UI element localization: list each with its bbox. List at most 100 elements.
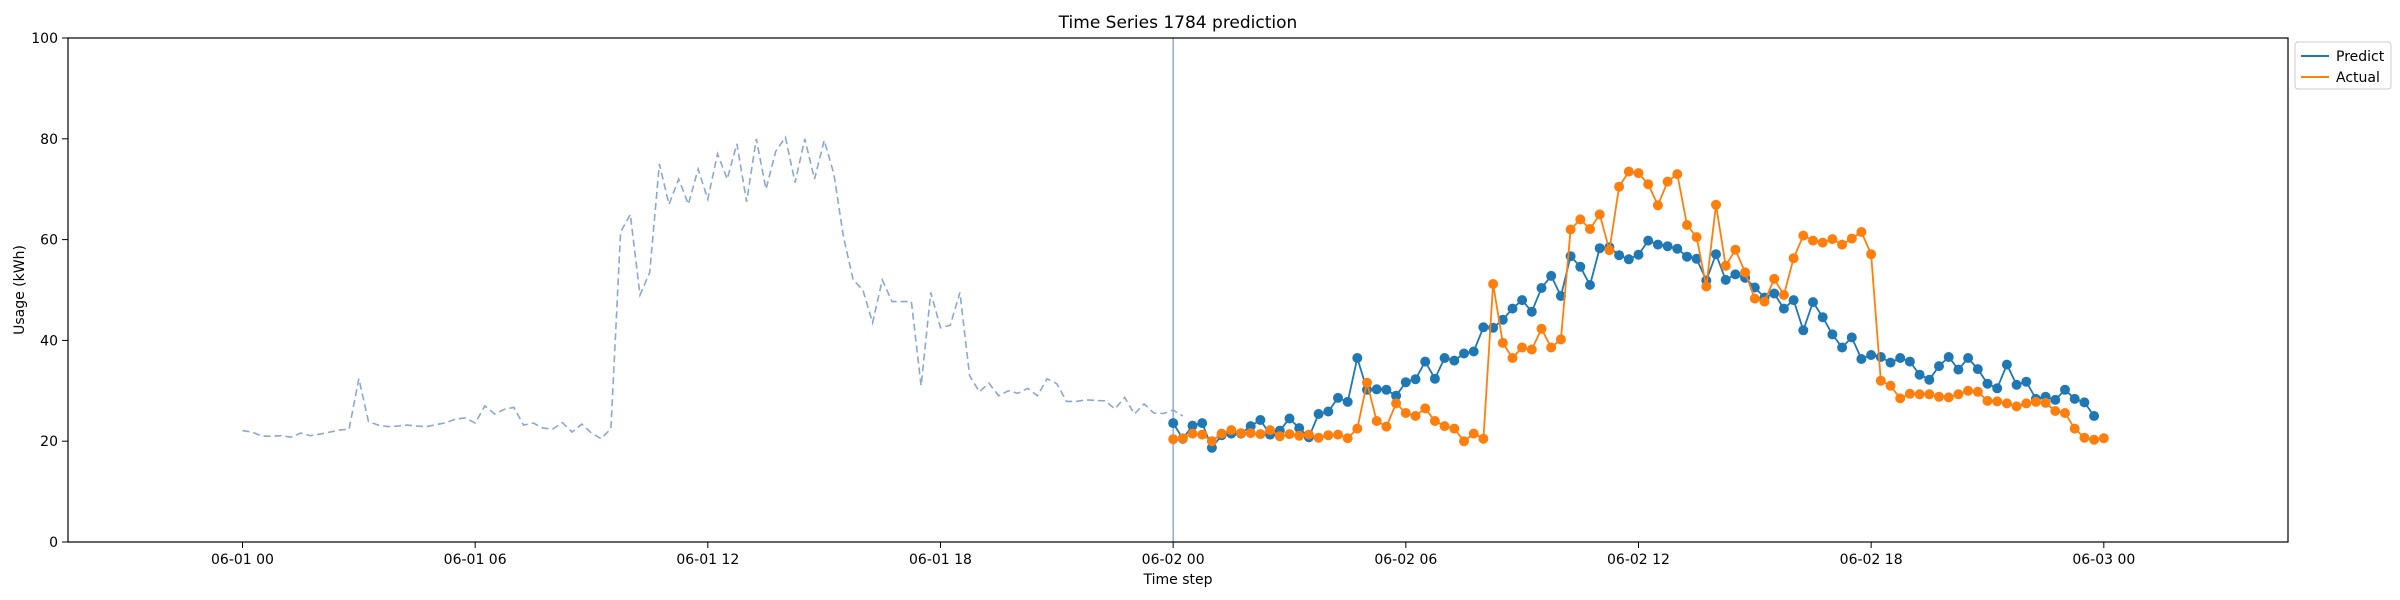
- y-axis-label: Usage (kWh): [12, 245, 28, 335]
- point-actual-1: [1177, 433, 1188, 444]
- point-actual-52: [1672, 169, 1683, 180]
- point-predict-95: [2089, 411, 2100, 421]
- point-actual-91: [2050, 406, 2061, 416]
- y-tick-label-5: 100: [31, 31, 58, 47]
- point-actual-54: [1691, 232, 1702, 243]
- point-actual-75: [1895, 393, 1906, 404]
- point-actual-29: [1449, 423, 1460, 434]
- point-actual-32: [1478, 433, 1489, 444]
- x-tick-label-5: 06-02 06: [1374, 552, 1437, 568]
- point-actual-60: [1749, 293, 1760, 304]
- point-actual-43: [1585, 224, 1595, 234]
- point-predict-25: [1410, 374, 1421, 385]
- point-actual-19: [1352, 423, 1363, 434]
- point-actual-37: [1526, 344, 1537, 355]
- point-actual-4: [1206, 436, 1217, 447]
- series-line-history: [242, 135, 1184, 440]
- point-actual-33: [1488, 279, 1499, 289]
- point-predict-80: [1943, 352, 1954, 362]
- point-predict-42: [1575, 261, 1586, 272]
- point-actual-11: [1274, 431, 1285, 442]
- point-actual-65: [1798, 230, 1809, 241]
- point-actual-21: [1371, 416, 1382, 426]
- point-predict-51: [1662, 241, 1673, 252]
- point-predict-65: [1798, 325, 1809, 336]
- point-predict-73: [1875, 352, 1886, 362]
- point-actual-53: [1682, 220, 1692, 230]
- x-tick-label-6: 06-02 12: [1607, 552, 1670, 568]
- point-predict-84: [1982, 378, 1993, 389]
- point-actual-57: [1720, 260, 1731, 271]
- point-predict-30: [1459, 348, 1469, 359]
- point-predict-21: [1371, 384, 1382, 395]
- point-predict-16: [1323, 406, 1334, 417]
- point-actual-70: [1846, 233, 1857, 244]
- point-actual-59: [1740, 267, 1751, 278]
- point-actual-42: [1575, 214, 1586, 225]
- point-actual-90: [2040, 397, 2051, 408]
- point-predict-31: [1468, 346, 1479, 357]
- point-predict-9: [1255, 415, 1266, 425]
- point-predict-37: [1526, 306, 1537, 317]
- point-actual-7: [1236, 428, 1246, 439]
- point-actual-36: [1517, 342, 1528, 353]
- point-predict-48: [1633, 249, 1644, 260]
- point-predict-93: [2069, 393, 2080, 404]
- point-actual-12: [1284, 429, 1295, 440]
- point-predict-54: [1691, 253, 1702, 264]
- point-actual-46: [1614, 181, 1625, 192]
- point-actual-35: [1507, 353, 1518, 363]
- point-predict-56: [1711, 249, 1721, 260]
- point-actual-84: [1982, 395, 1993, 406]
- point-predict-27: [1429, 373, 1440, 384]
- point-actual-5: [1216, 428, 1227, 439]
- point-actual-27: [1429, 416, 1440, 426]
- point-predict-83: [1972, 364, 1983, 375]
- point-predict-39: [1546, 270, 1557, 281]
- point-predict-13: [1294, 423, 1305, 434]
- x-tick-label-8: 06-03 00: [2072, 552, 2135, 568]
- point-predict-62: [1769, 288, 1780, 299]
- y-tick-label-0: 0: [49, 535, 58, 551]
- point-actual-83: [1972, 386, 1983, 397]
- point-actual-61: [1759, 296, 1770, 307]
- point-actual-8: [1245, 428, 1256, 439]
- point-actual-30: [1459, 436, 1469, 447]
- point-predict-58: [1730, 269, 1741, 280]
- point-actual-69: [1837, 239, 1848, 250]
- point-actual-93: [2069, 423, 2080, 434]
- point-predict-12: [1284, 413, 1295, 424]
- point-predict-0: [1168, 418, 1179, 429]
- point-predict-91: [2050, 394, 2061, 405]
- point-actual-92: [2060, 408, 2070, 418]
- chart-title: Time Series 1784 prediction: [1058, 13, 1298, 33]
- y-tick-label-1: 20: [40, 434, 58, 450]
- point-predict-47: [1623, 254, 1634, 265]
- legend-label-actual: Actual: [2336, 70, 2380, 86]
- point-actual-96: [2098, 433, 2109, 444]
- point-actual-10: [1265, 425, 1276, 436]
- point-actual-80: [1943, 392, 1954, 403]
- legend-label-predict: Predict: [2336, 49, 2385, 65]
- point-actual-17: [1333, 429, 1343, 440]
- x-tick-label-0: 06-01 00: [211, 552, 274, 568]
- point-predict-17: [1333, 392, 1343, 403]
- point-actual-82: [1963, 385, 1974, 396]
- point-predict-79: [1934, 361, 1944, 372]
- point-actual-73: [1875, 375, 1886, 386]
- point-actual-94: [2079, 432, 2090, 443]
- point-actual-62: [1769, 273, 1780, 284]
- point-actual-6: [1226, 425, 1237, 436]
- point-predict-29: [1449, 355, 1460, 366]
- point-predict-36: [1517, 295, 1528, 306]
- point-predict-64: [1788, 295, 1799, 306]
- point-actual-68: [1827, 234, 1838, 245]
- point-actual-38: [1536, 323, 1547, 334]
- point-predict-88: [2021, 376, 2032, 387]
- point-actual-24: [1400, 408, 1411, 418]
- point-actual-20: [1362, 377, 1372, 388]
- point-predict-74: [1885, 357, 1896, 368]
- point-predict-75: [1895, 353, 1906, 363]
- point-actual-47: [1623, 166, 1634, 177]
- point-predict-3: [1197, 418, 1208, 429]
